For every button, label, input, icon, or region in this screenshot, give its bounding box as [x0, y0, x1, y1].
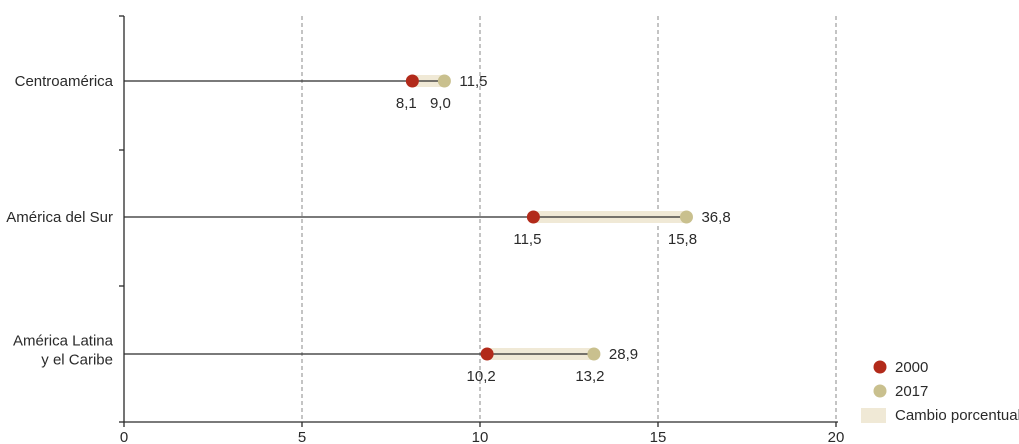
value-label-2017: 9,0	[430, 95, 451, 112]
legend-marker-change	[861, 408, 886, 423]
x-tick-label: 5	[298, 429, 306, 444]
value-label-2000: 8,1	[396, 95, 417, 112]
point-2017	[679, 210, 693, 224]
category-label: Centroamérica	[15, 73, 114, 90]
category-label: América del Sur	[6, 209, 113, 226]
point-2017	[437, 74, 451, 88]
legend-label-2000: 2000	[895, 359, 928, 376]
legend-item-change: Cambio porcentual	[861, 407, 1019, 424]
plot-rows: Centroamérica 8,1 9,0 11,5 América del Sur 11…	[6, 73, 730, 385]
legend-item-2000: 2000	[873, 359, 928, 376]
value-label-2017: 13,2	[575, 368, 604, 385]
legend-label-change: Cambio porcentual	[895, 407, 1019, 424]
value-label-2017: 15,8	[668, 231, 697, 248]
legend-marker-2017	[873, 384, 887, 398]
point-2000	[526, 210, 540, 224]
value-label-2000: 11,5	[513, 231, 541, 248]
x-tick-label: 0	[120, 429, 128, 444]
change-label: 28,9	[609, 346, 638, 363]
value-label-2000: 10,2	[467, 368, 496, 385]
legend-label-2017: 2017	[895, 383, 928, 400]
legend-marker-2000	[873, 360, 887, 374]
category-row: América Latina y el Caribe 10,2 13,2 28,9	[13, 333, 638, 386]
category-label: y el Caribe	[41, 352, 113, 369]
x-tick-label: 15	[650, 429, 667, 444]
legend: 2000 2017 Cambio porcentual	[861, 359, 1019, 424]
x-axis: 0 5 10 15 20	[120, 421, 845, 444]
point-2017	[587, 347, 601, 361]
category-row: Centroamérica 8,1 9,0 11,5	[15, 73, 488, 112]
change-label: 11,5	[459, 73, 487, 90]
point-2000	[480, 347, 494, 361]
category-row: América del Sur 11,5 15,836,8	[6, 209, 730, 248]
category-label: América Latina	[13, 333, 114, 350]
x-tick-label: 20	[828, 429, 845, 444]
x-tick-label: 10	[472, 429, 489, 444]
change-label: 36,8	[701, 209, 730, 226]
legend-item-2017: 2017	[873, 383, 928, 400]
point-2000	[405, 74, 419, 88]
y-axis	[119, 15, 125, 423]
